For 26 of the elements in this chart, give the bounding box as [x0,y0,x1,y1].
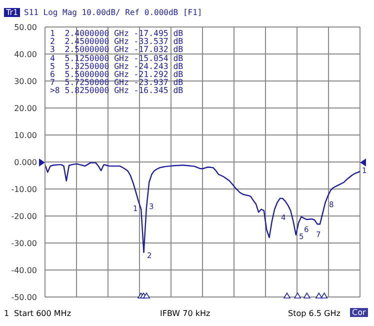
y-tick-label: -40.00 [11,266,37,275]
y-tick-label: -20.00 [11,212,37,221]
annotation: 7 5.7250000 GHz -23.937 dB [50,77,184,88]
y-tick-label: -50.00 [11,292,37,302]
text: Cor [350,308,368,317]
y-tick-label: 10.00 [14,130,37,140]
annotation: 5 5.3250000 GHz -24.243 dB [50,60,184,71]
annotation: 3 2.5000000 GHz -17.032 dB [50,44,184,54]
text: 1 [4,309,10,318]
annotation: 1 2.4000000 GHz -17.495 dB [50,28,184,38]
annotation: >8 5.8250000 GHz -16.345 dB [50,85,184,96]
y-tick-label: 40.00 [14,50,37,59]
annotation: 2 2.4500000 GHz -33.537 dB [50,36,184,46]
y-tick-label: -30.00 [11,238,37,248]
y-tick-label: 50.00 [14,22,37,32]
chart-title: S11 Log Mag 10.00dB/ Ref 0.000dB [F1] [24,8,202,17]
annotation: 4 5.1250000 GHz -15.054 dB [50,52,184,63]
y-tick-label: -10.00 [11,184,37,194]
text: Stop 6.5 GHz [288,309,340,318]
text: Tr1 [4,8,20,17]
text: Start 600 MHz [14,309,72,318]
text: IFBW 70 kHz [160,309,210,318]
y-tick-label: 0.000 [14,158,37,167]
y-tick-label: 30.00 [14,76,37,86]
y-tick-label: 20.00 [14,104,37,113]
annotation: 6 5.5000000 GHz -21.292 dB [50,69,184,79]
